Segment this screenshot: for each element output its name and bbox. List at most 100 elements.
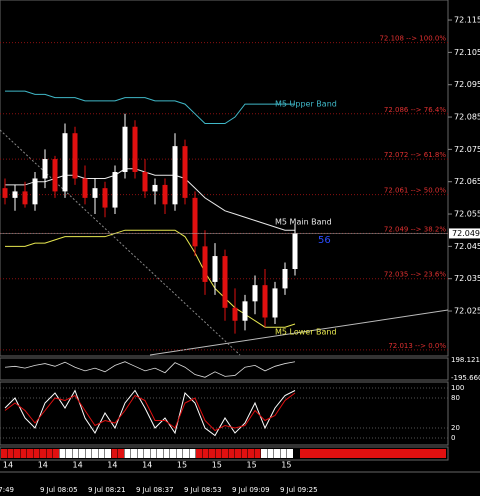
strip-cell [33,449,40,458]
candle-body [112,172,118,208]
period-label: 15 [177,461,187,470]
period-label: 14 [38,461,48,470]
period-label: 14 [142,461,152,470]
strip-cell [241,449,248,458]
period-label: 14 [73,461,83,470]
candle-body [202,246,208,282]
strip-cell [202,449,209,458]
cci-tick-label: 198.1218 [451,356,480,364]
stoch-frame [0,381,449,446]
strip-cell [137,449,144,458]
strip-cell [66,449,72,458]
period-label: 14 [3,461,13,470]
band-line [5,90,295,125]
period-label: 15 [247,461,257,470]
candle-body [132,126,138,173]
candle-body [152,184,158,192]
strip-cell [176,449,183,458]
y-tick-label: 72.105 [454,48,480,57]
strip-cell [215,449,222,458]
annotation: 56 [318,235,331,246]
candle-body [72,133,78,179]
candle-body [52,159,58,192]
strip-cell [59,449,66,458]
strip-cell [53,449,59,458]
time-label: 9 Jul 09:25 [280,486,318,494]
candle-body [172,146,178,205]
strip-cell [183,449,189,458]
candle-body [32,178,38,205]
candle-body [222,256,228,308]
band-label: M5 Main Band [275,218,332,227]
strip-cell [98,449,105,458]
y-tick-label: 72.025 [454,307,480,316]
candle-body [82,178,88,198]
time-label: 9 Jul 08:05 [40,486,78,494]
fib-label: 72.061 --> 50.0% [384,187,446,195]
y-tick-label: 72.075 [454,145,480,154]
strip-cell [40,449,46,458]
candle-body [102,188,108,208]
strip-cell [248,449,254,458]
candle-body [212,256,218,282]
candle-body [162,184,168,205]
strip-cell [72,449,79,458]
strip-cell [118,449,124,458]
time-label: 7:49 [0,486,14,494]
strip-cell [209,449,215,458]
strip-cell [1,449,7,458]
strip-cell [144,449,150,458]
stoch-tick-label: 20 [451,424,460,432]
period-label: 15 [281,461,291,470]
period-label: 15 [212,461,222,470]
stoch-tick-label: 80 [451,394,460,402]
strip-cell [14,449,20,458]
strip-cell [254,449,261,458]
candle-body [2,188,8,198]
cci-tick-label: -195.660 [451,374,480,382]
y-tick-label: 72.085 [454,113,480,122]
candle-body [182,146,188,198]
strip-cell [235,449,241,458]
main-frame [0,0,449,357]
band-line [5,168,295,231]
fib-diagonal [0,129,241,356]
strip-cell [287,449,293,458]
candle-body [252,285,258,302]
strip-cell [196,449,202,458]
strip-cell [124,449,131,458]
price-box [449,228,480,239]
candle-body [122,126,128,173]
y-tick-label: 72.095 [454,80,480,89]
candle-body [42,159,48,179]
strip-cell [111,449,118,458]
candle-body [22,191,28,205]
candle-body [12,191,18,198]
y-tick-label: 72.035 [454,274,480,283]
stoch-line [4,389,296,437]
stoch-tick-label: 100 [451,384,464,392]
fib-label: 72.086 --> 76.4% [384,106,446,114]
strip-cell [79,449,85,458]
y-tick-label: 72.065 [454,177,480,186]
trendline [149,309,449,356]
y-tick-label: 72.055 [454,210,480,219]
strip-frame [0,446,449,461]
candle-body [282,268,288,289]
strip-cell [20,449,27,458]
strip-cell [222,449,228,458]
candle-body [262,285,268,318]
strip-cell [157,449,163,458]
strip-cell [267,449,274,458]
price-label: 72.049 [452,229,480,238]
stoch-tick-label: 0 [451,434,455,442]
stoch-line [4,392,296,432]
strip-cell [131,449,137,458]
strip-cell [92,449,98,458]
candle-body [192,197,198,247]
strip-cell [170,449,176,458]
strip-cell [280,449,287,458]
fib-label: 72.013 --> 0.0% [388,342,446,350]
time-label: 9 Jul 08:37 [136,486,174,494]
